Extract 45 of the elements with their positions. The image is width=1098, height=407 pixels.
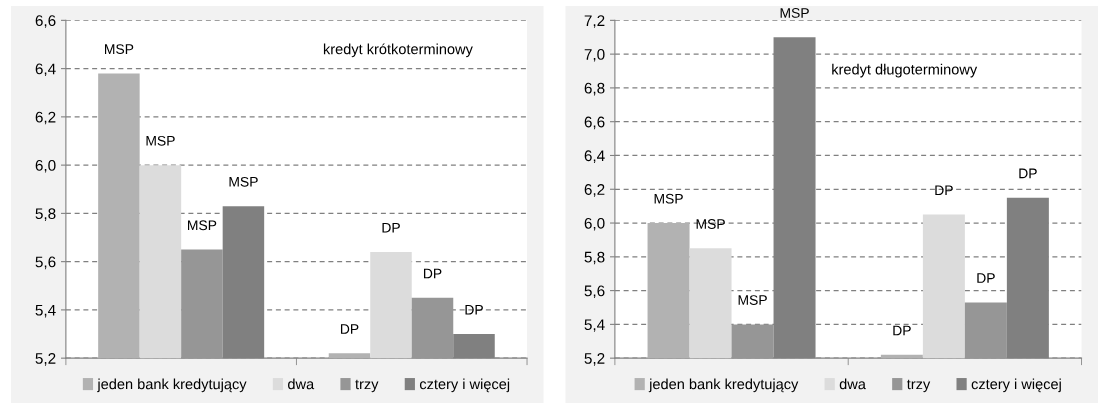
data-label: DP bbox=[423, 268, 442, 279]
data-label: DP bbox=[935, 185, 953, 196]
y-tick-label: 6,6 bbox=[584, 116, 605, 130]
y-tick-label: 7,0 bbox=[584, 49, 605, 62]
data-label: MSP bbox=[105, 44, 134, 55]
data-label: MSP bbox=[188, 220, 217, 231]
y-tick-label: 6,6 bbox=[35, 15, 56, 28]
data-label: DP bbox=[977, 273, 995, 283]
data-label: MSP bbox=[738, 295, 767, 305]
data-label: MSP bbox=[780, 7, 809, 18]
legend-label: dwa bbox=[288, 378, 315, 390]
annotation: kredyt krótkoterminowy bbox=[323, 43, 473, 58]
data-label: MSP bbox=[654, 193, 683, 204]
y-tick-label: 5,4 bbox=[35, 304, 56, 318]
y-tick-label: 7,2 bbox=[584, 15, 605, 28]
legend-label: cztery i więcej bbox=[971, 378, 1061, 393]
data-label: DP bbox=[382, 222, 400, 233]
y-tick-label: 6,4 bbox=[35, 63, 56, 77]
legend-label: trzy bbox=[355, 379, 379, 393]
legend-label: jeden bank kredytujący bbox=[97, 378, 247, 393]
data-label: DP bbox=[893, 325, 911, 336]
y-tick-label: 5,6 bbox=[584, 285, 605, 299]
legend-label: dwa bbox=[839, 378, 866, 390]
y-tick-label: 5,2 bbox=[584, 353, 605, 366]
y-tick-label: 6,2 bbox=[584, 184, 605, 197]
data-label: DP bbox=[465, 304, 483, 315]
y-tick-label: 6,8 bbox=[584, 82, 605, 96]
annotation: kredyt długoterminowy bbox=[832, 63, 978, 78]
data-label: MSP bbox=[696, 219, 725, 229]
y-tick-label: 5,4 bbox=[584, 319, 605, 332]
data-label: DP bbox=[340, 324, 359, 334]
y-tick-label: 5,6 bbox=[35, 256, 56, 270]
legend-label: cztery i więcej bbox=[419, 378, 510, 393]
y-tick-label: 6,2 bbox=[35, 111, 56, 125]
y-tick-label: 6,0 bbox=[584, 217, 605, 231]
data-label: MSP bbox=[229, 176, 258, 187]
y-tick-label: 6,4 bbox=[584, 150, 605, 163]
y-tick-label: 5,2 bbox=[35, 353, 56, 366]
data-label: MSP bbox=[146, 135, 175, 146]
y-tick-label: 6,0 bbox=[35, 159, 56, 173]
data-label: DP bbox=[1019, 168, 1037, 179]
legend-label: trzy bbox=[906, 379, 931, 393]
y-tick-label: 5,8 bbox=[584, 251, 605, 265]
legend-label: jeden bank kredytujący bbox=[648, 378, 799, 393]
y-tick-label: 5,8 bbox=[35, 208, 56, 221]
